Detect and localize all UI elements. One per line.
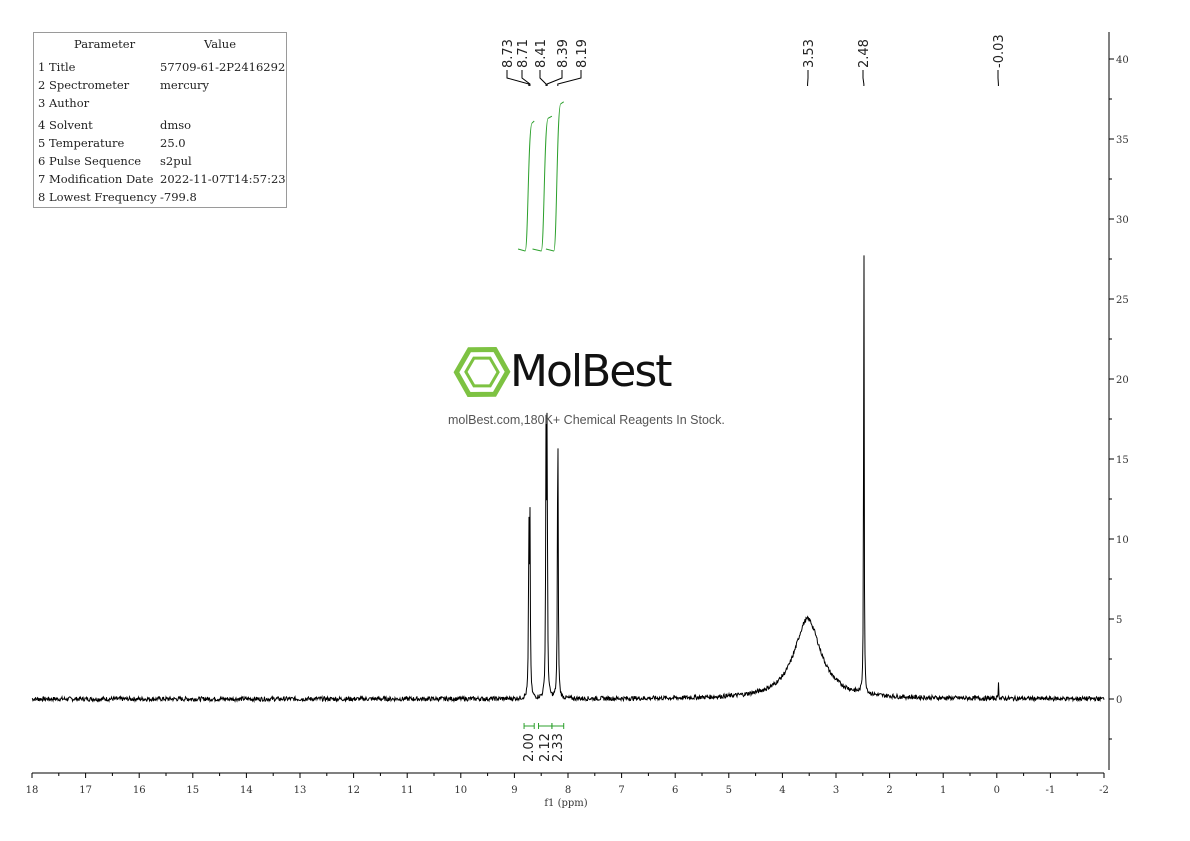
param-label: 8 Lowest Frequency	[38, 190, 157, 204]
y-tick-label: 40	[1116, 55, 1129, 66]
param-label: 4 Solvent	[38, 118, 93, 132]
y-tick-label: 20	[1116, 375, 1129, 386]
x-tick-label: 0	[994, 785, 1000, 796]
y-tick-label: 10	[1116, 535, 1129, 546]
watermark-brand: MolBest	[510, 346, 673, 397]
param-value: 2022-11-07T14:57:23	[160, 172, 286, 186]
value-header: Value	[204, 37, 236, 51]
param-row: 4 Solvent dmso	[38, 118, 191, 132]
param-value: 25.0	[160, 136, 186, 150]
param-row: 3 Author	[38, 96, 89, 110]
param-value: 57709-61-2P2416292	[160, 60, 286, 74]
x-tick-label: 7	[618, 785, 624, 796]
x-tick-label: 2	[886, 785, 892, 796]
param-row: 2 Spectrometer mercury	[38, 78, 209, 92]
y-tick-label: 30	[1116, 215, 1129, 226]
integral-value-label: 2.12	[538, 733, 553, 762]
x-tick-label: 14	[240, 785, 253, 796]
param-row: 8 Lowest Frequency -799.8	[38, 190, 197, 204]
param-label: 2 Spectrometer	[38, 78, 130, 92]
x-tick-label: 16	[133, 785, 146, 796]
param-label: 5 Temperature	[38, 136, 125, 150]
param-row: 7 Modification Date 2022-11-07T14:57:23	[38, 172, 286, 186]
param-row: 6 Pulse Sequence s2pul	[38, 154, 192, 168]
x-tick-label: 3	[833, 785, 839, 796]
x-tick-label: 8	[565, 785, 571, 796]
molbest-watermark: MolBest molBest.com,180K+ Chemical Reage…	[448, 340, 750, 440]
integral-value-label: 2.33	[551, 733, 566, 762]
y-tick-label: 35	[1116, 135, 1129, 146]
parameter-table: Parameter Value 1 Title 57709-61-2P241629…	[33, 32, 287, 208]
x-tick-label: 11	[401, 785, 414, 796]
x-tick-label: 10	[454, 785, 467, 796]
param-header: Parameter	[74, 37, 136, 51]
param-row: 5 Temperature 25.0	[38, 136, 186, 150]
x-tick-label: 18	[26, 785, 39, 796]
watermark-tagline: molBest.com,180K+ Chemical Reagents In S…	[448, 413, 725, 427]
integral-value-label: 2.00	[522, 733, 537, 762]
peak-label-connector	[546, 70, 563, 86]
peak-label: 8.71	[516, 39, 531, 68]
peak-label-connector	[557, 70, 582, 86]
x-tick-label: 1	[940, 785, 946, 796]
peak-label: 2.48	[857, 39, 872, 68]
integral-layer: 2.00 2.122.33	[517, 101, 566, 762]
integral-curve	[532, 115, 553, 252]
x-axis-label: f1 (ppm)	[544, 798, 587, 809]
peak-labels: 8.73 8.71 8.41 8.39 8.19 3.53 2.48 -0.03	[501, 34, 1007, 86]
param-row: 1 Title 57709-61-2P2416292	[38, 60, 285, 74]
param-label: 3 Author	[38, 96, 90, 110]
benzene-logo-icon	[453, 346, 511, 398]
x-tick-label: 9	[511, 785, 517, 796]
x-tick-label: 5	[726, 785, 732, 796]
x-tick-label: 4	[779, 785, 785, 796]
peak-label: 3.53	[802, 39, 817, 68]
param-value: dmso	[160, 118, 192, 132]
peak-label-connector	[521, 70, 531, 86]
peak-label: 8.73	[501, 39, 516, 68]
x-tick-label: 17	[79, 785, 92, 796]
spectrum-layer	[31, 255, 1105, 704]
x-tick-label: 15	[186, 785, 199, 796]
x-tick-label: -1	[1046, 785, 1056, 796]
integral-curve	[517, 120, 535, 252]
x-axis: 18 17 16 15 14 13 12 11 10 9 8 7 6 5 4 3 2 1 0 -1 -2	[26, 772, 1109, 796]
peak-label-connector	[539, 70, 547, 86]
y-axis: 0 5 10 15 20 25 30 35 40	[1108, 32, 1129, 770]
integral-curve	[545, 101, 564, 252]
param-value: mercury	[160, 78, 210, 92]
y-tick-label: 5	[1116, 615, 1122, 626]
y-tick-label: 0	[1116, 695, 1122, 706]
param-label: 6 Pulse Sequence	[38, 154, 142, 168]
x-tick-label: 6	[672, 785, 678, 796]
x-tick-label: 12	[347, 785, 360, 796]
param-value: -799.8	[160, 190, 197, 204]
peak-label-connector	[862, 70, 865, 86]
param-value: s2pul	[160, 154, 192, 168]
x-tick-label: 13	[294, 785, 307, 796]
y-tick-label: 15	[1116, 455, 1129, 466]
peak-label: 8.41	[534, 39, 549, 68]
peak-label: 8.19	[575, 39, 590, 68]
param-label: 1 Title	[38, 60, 76, 74]
peak-label: 8.39	[556, 39, 571, 68]
y-tick-label: 25	[1116, 295, 1129, 306]
param-label: 7 Modification Date	[38, 172, 154, 186]
peak-label-connector	[506, 70, 530, 86]
x-tick-label: -2	[1099, 785, 1109, 796]
spectrum-trace	[31, 255, 1105, 704]
peak-label: -0.03	[992, 34, 1007, 68]
